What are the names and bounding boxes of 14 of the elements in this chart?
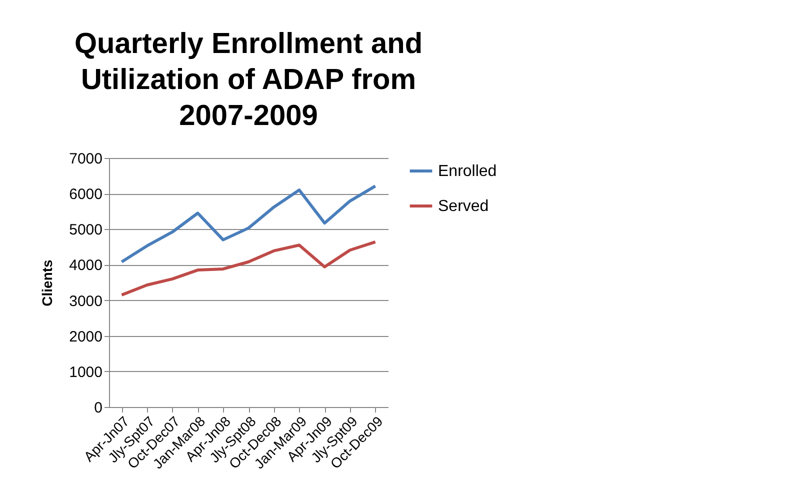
- y-axis-title: Clients: [39, 259, 56, 306]
- y-tick-label: 0: [94, 400, 102, 416]
- chart-title: Quarterly Enrollment and Utilization of ADAP from 2007-2009: [74, 28, 423, 132]
- y-tick-label: 1000: [69, 364, 102, 381]
- y-tick-label: 4000: [69, 257, 102, 274]
- line-series: [120, 184, 377, 264]
- y-tick-label: 2000: [69, 328, 102, 346]
- legend-label: Served: [438, 198, 489, 215]
- y-tick-label: 6000: [69, 186, 102, 204]
- y-tick-label: 5000: [69, 222, 102, 239]
- line-series: [120, 240, 377, 296]
- y-tick-label: 3000: [69, 292, 102, 310]
- y-tick-label: 7000: [69, 150, 102, 168]
- legend-label: Enrolled: [438, 163, 497, 180]
